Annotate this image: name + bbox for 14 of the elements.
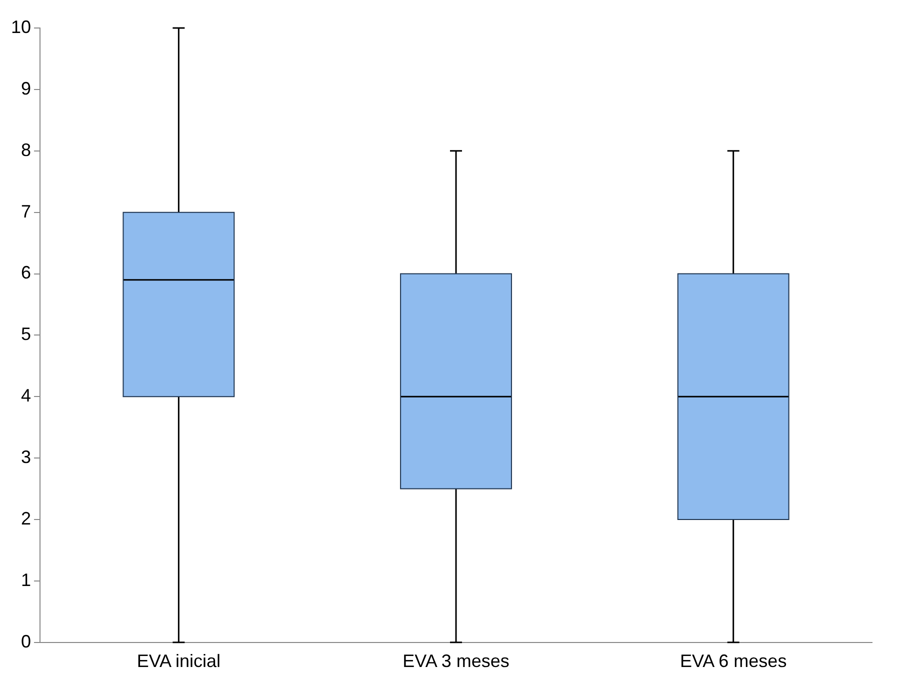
y-tick-label: 8 [21, 140, 32, 160]
y-tick-label: 6 [21, 262, 32, 283]
y-tick-label: 7 [21, 201, 32, 222]
y-tick-label: 2 [21, 508, 32, 528]
x-tick-label: EVA 6 meses [680, 651, 787, 672]
y-tick-label: 4 [21, 386, 32, 406]
x-tick-label: EVA 3 meses [402, 651, 510, 672]
y-tick-label: 3 [21, 447, 32, 468]
x-tick-label: EVA inicial [136, 651, 221, 672]
y-tick-label: 9 [21, 78, 32, 98]
y-tick-label: 1 [21, 570, 32, 590]
y-tick-label: 10 [10, 16, 32, 37]
y-tick-label: 0 [21, 631, 32, 652]
y-tick-label: 5 [21, 324, 32, 344]
